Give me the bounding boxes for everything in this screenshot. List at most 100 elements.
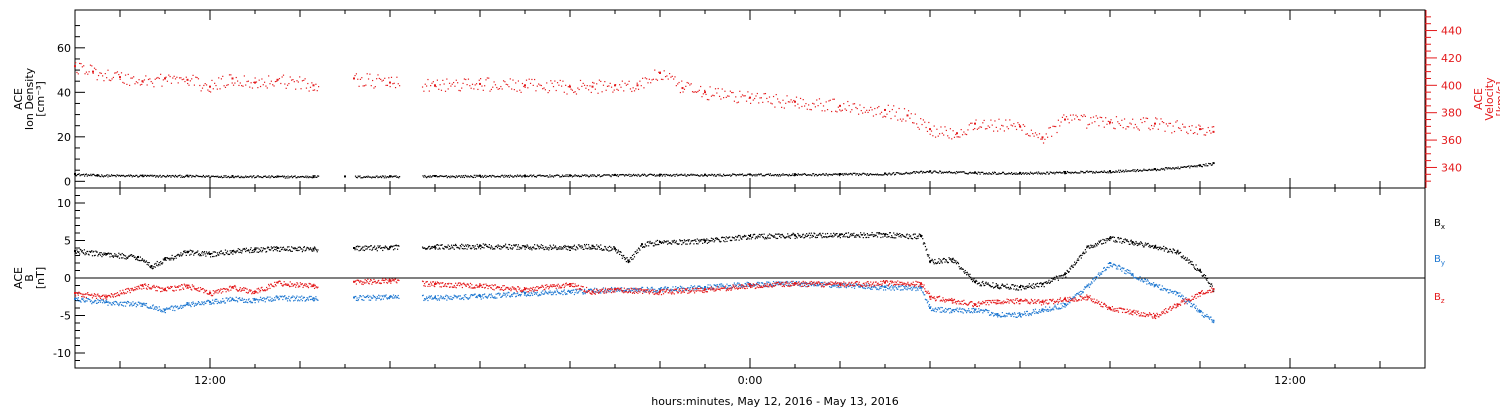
density-sample — [943, 171, 945, 173]
velocity-tick-label: 440 — [1441, 25, 1462, 38]
bx-sample — [791, 233, 793, 236]
density-sample — [217, 175, 219, 177]
velocity-sample — [151, 82, 154, 84]
by-sample — [687, 287, 689, 289]
by-sample — [82, 297, 84, 299]
velocity-sample — [188, 84, 190, 86]
density-sample — [1213, 162, 1215, 164]
by-sample — [161, 311, 163, 313]
density-sample — [84, 175, 86, 177]
density-sample — [525, 176, 527, 178]
velocity-sample — [467, 78, 470, 80]
bx-sample — [700, 239, 702, 241]
density-sample — [645, 175, 647, 177]
velocity-sample — [729, 90, 731, 92]
bx-sample — [909, 235, 911, 238]
velocity-sample — [1032, 133, 1034, 135]
density-sample — [979, 173, 981, 175]
bx-sample — [164, 257, 166, 259]
velocity-sample — [696, 91, 698, 93]
velocity-sample — [265, 85, 267, 87]
by-sample — [779, 284, 781, 286]
bx-sample — [716, 238, 718, 240]
bx-sample — [929, 261, 931, 264]
velocity-sample — [813, 103, 815, 105]
velocity-sample — [646, 78, 648, 80]
velocity-sample — [554, 80, 556, 82]
bx-sample — [290, 250, 292, 252]
density-sample — [903, 173, 906, 175]
density-sample — [484, 174, 486, 177]
bx-sample — [606, 249, 609, 251]
bx-sample — [625, 257, 627, 259]
by-sample — [589, 289, 591, 291]
velocity-sample — [818, 98, 821, 100]
density-sample — [1048, 173, 1050, 175]
by-sample — [438, 299, 441, 301]
density-sample — [272, 175, 274, 178]
by-sample — [751, 285, 753, 287]
bx-sample — [301, 248, 303, 250]
bx-sample — [896, 232, 898, 234]
bx-sample — [1032, 283, 1035, 285]
velocity-sample — [116, 71, 119, 73]
density-sample — [783, 174, 785, 176]
density-sample — [958, 171, 960, 173]
density-sample — [574, 174, 576, 176]
by-sample — [496, 293, 499, 295]
density-sample — [306, 176, 308, 179]
density-sample — [1205, 163, 1207, 165]
density-sample — [392, 175, 394, 178]
bx-sample — [150, 266, 152, 268]
bx-sample — [895, 237, 897, 239]
bx-sample — [693, 243, 695, 245]
by-sample — [656, 289, 659, 292]
by-sample — [93, 302, 95, 304]
bx-sample — [1179, 251, 1182, 253]
density-sample — [1054, 173, 1056, 175]
by-sample — [561, 291, 563, 293]
velocity-sample — [176, 76, 178, 78]
density-sample — [357, 175, 359, 177]
bx-sample — [90, 251, 92, 253]
by-sample — [360, 296, 362, 298]
bx-sample — [1069, 267, 1071, 269]
bx-sample — [635, 251, 637, 253]
by-sample — [594, 291, 596, 293]
density-sample — [238, 176, 240, 179]
density-sample — [987, 173, 989, 175]
by-sample — [522, 290, 524, 293]
velocity-sample — [519, 89, 521, 91]
density-sample — [432, 174, 434, 177]
by-sample — [146, 306, 148, 308]
bx-sample — [713, 241, 715, 243]
by-sample — [469, 297, 471, 299]
bx-sample — [668, 242, 670, 244]
bx-sample — [166, 257, 168, 259]
bx-sample — [1185, 259, 1187, 261]
velocity-sample — [601, 91, 603, 93]
by-sample — [459, 295, 461, 297]
by-sample — [789, 281, 792, 283]
bx-sample — [784, 237, 786, 239]
velocity-sample — [693, 91, 695, 93]
bx-sample — [1178, 252, 1180, 254]
bx-sample — [284, 249, 287, 251]
bx-sample — [283, 249, 285, 251]
bx-sample — [354, 249, 356, 251]
by-sample — [297, 299, 299, 301]
velocity-sample — [592, 81, 594, 84]
density-sample — [86, 175, 88, 177]
bx-sample — [540, 244, 542, 246]
velocity-sample — [1119, 124, 1122, 126]
density-sample — [554, 175, 556, 177]
density-sample — [1126, 170, 1128, 173]
velocity-sample — [885, 116, 887, 118]
density-sample — [779, 175, 781, 177]
density-sample — [171, 175, 173, 177]
bx-sample — [956, 261, 958, 263]
bx-sample — [958, 266, 960, 268]
density-sample — [858, 174, 860, 177]
by-sample — [281, 295, 283, 297]
bx-sample — [227, 253, 229, 256]
